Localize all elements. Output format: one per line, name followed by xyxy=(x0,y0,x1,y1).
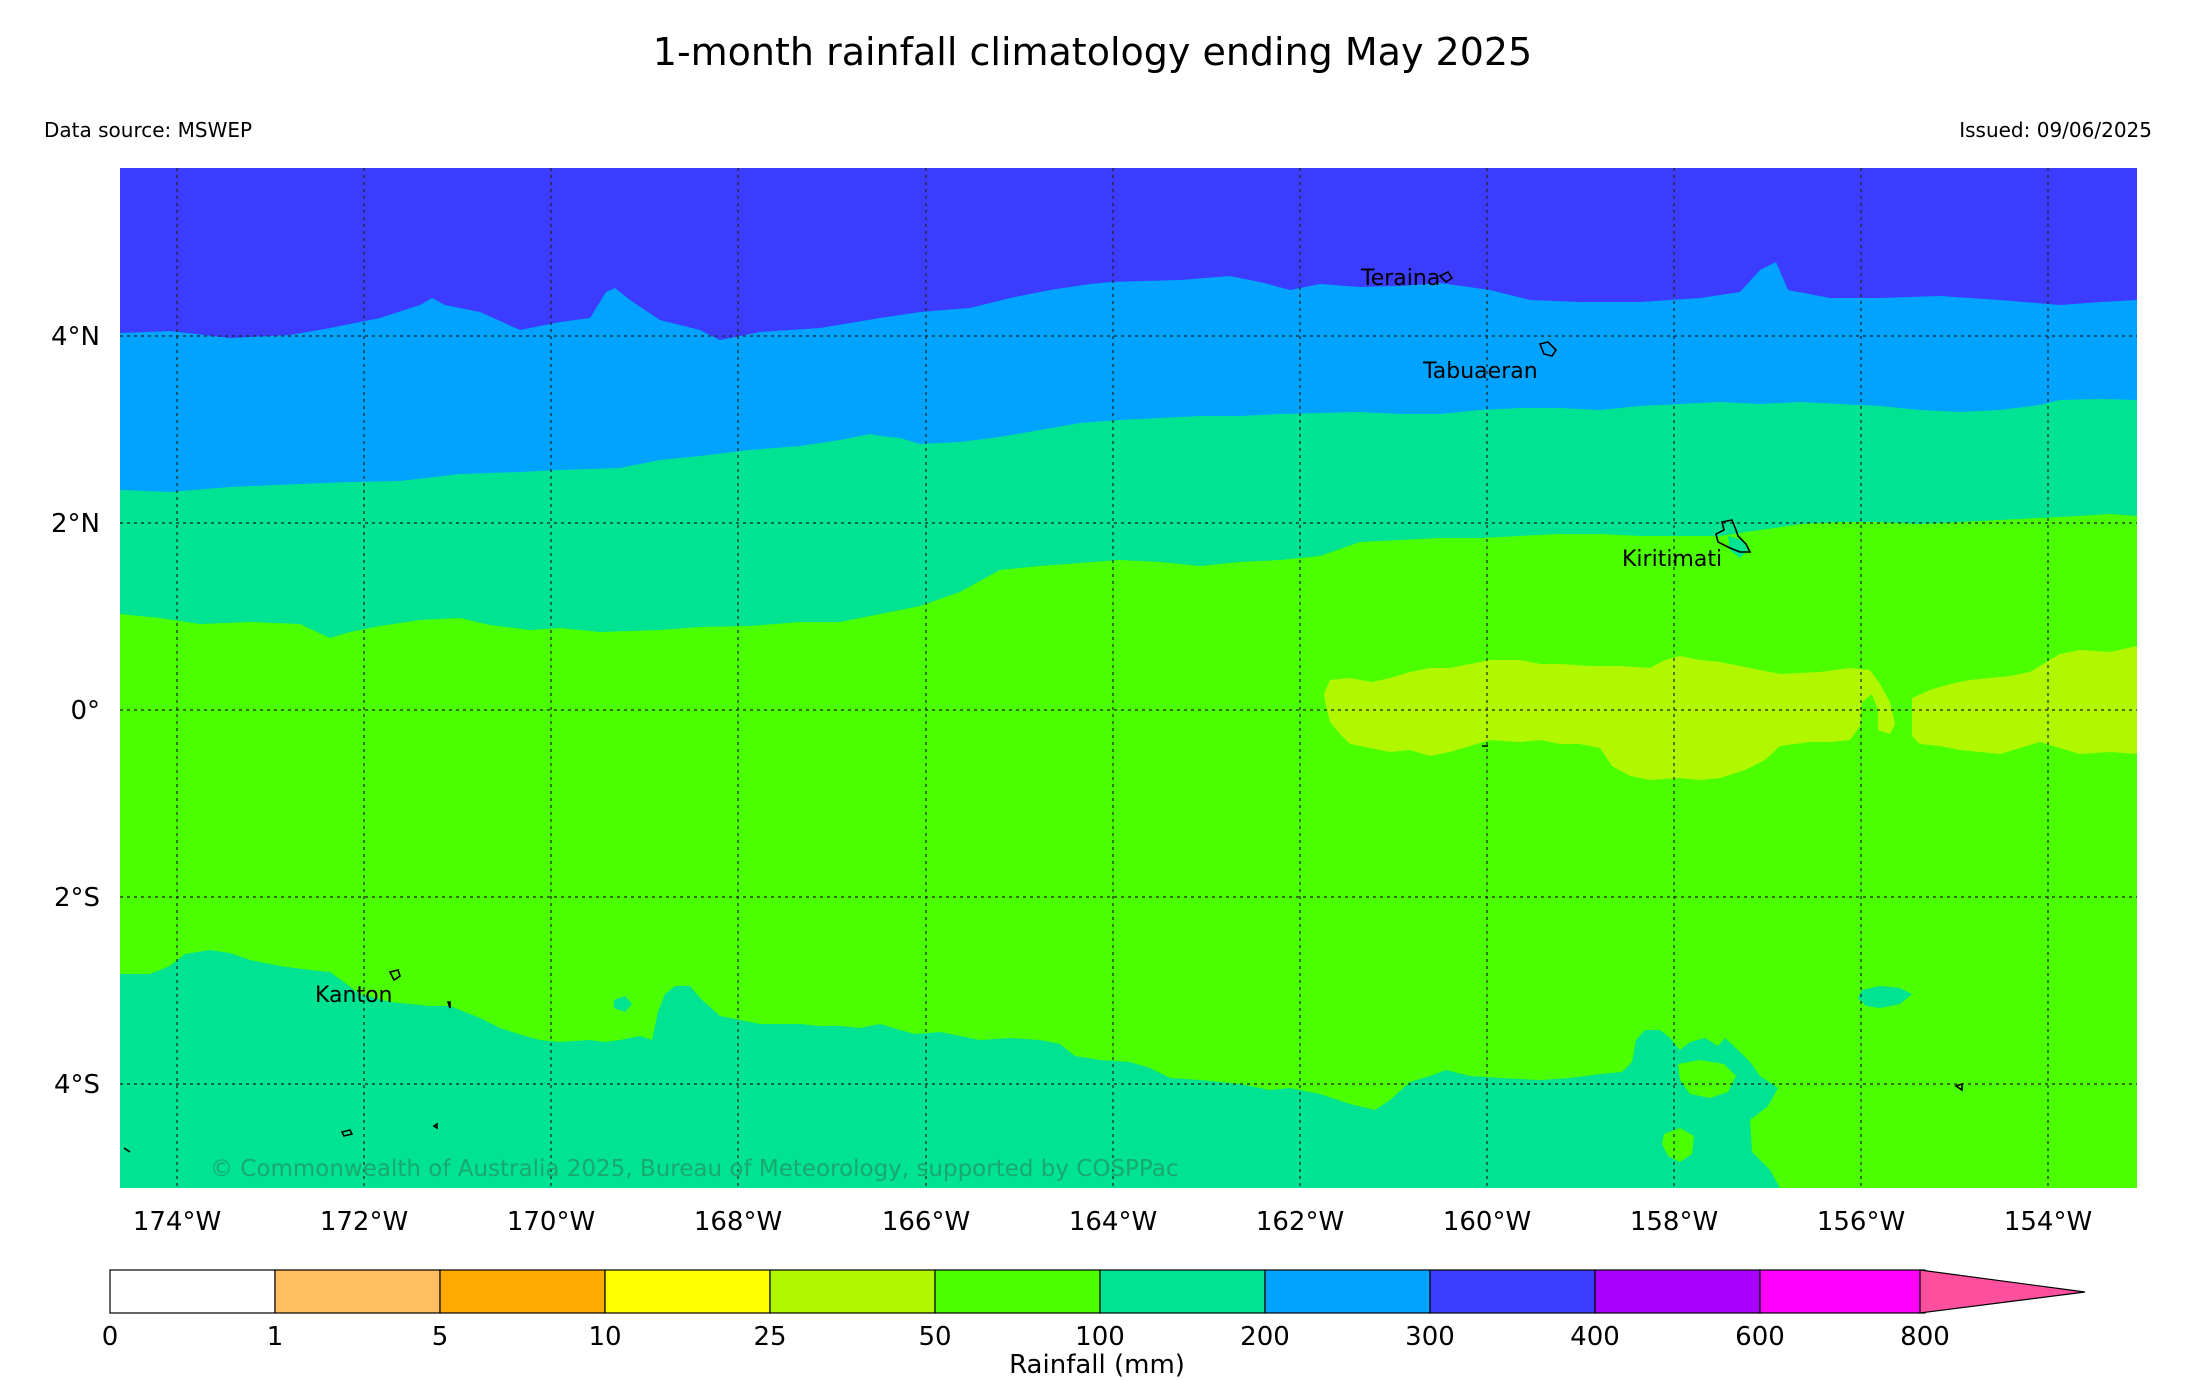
colorbar-swatch xyxy=(274,1269,441,1314)
colorbar-tick-label: 100 xyxy=(1075,1322,1125,1352)
colorbar-tick-label: 400 xyxy=(1570,1322,1620,1352)
longitude-labels: 174°W 172°W 170°W 168°W 166°W 164°W 162°… xyxy=(133,1207,2092,1237)
colorbar-tick-label: 0 xyxy=(102,1322,119,1352)
data-source-label: Data source: MSWEP xyxy=(44,118,253,142)
latitude-labels: 4°N 2°N 0° 2°S 4°S xyxy=(51,322,100,1100)
colorbar-tick-label: 25 xyxy=(753,1322,786,1352)
colorbar-swatch xyxy=(109,1269,276,1314)
colorbar-swatch xyxy=(1099,1269,1266,1314)
place-label-tabuaeran: Tabuaeran xyxy=(1422,359,1538,384)
lat-label: 2°S xyxy=(54,883,100,913)
lat-label: 4°N xyxy=(51,322,100,352)
colorbar-swatch xyxy=(1429,1269,1596,1314)
colorbar-swatch xyxy=(1759,1269,1926,1314)
colorbar-extend-arrow xyxy=(1919,1269,2086,1314)
colorbar-tick-label: 200 xyxy=(1240,1322,1290,1352)
small-island-2 xyxy=(1954,1082,1963,1092)
small-island-1 xyxy=(340,1129,354,1137)
map-title: 1-month rainfall climatology ending May … xyxy=(652,30,1533,74)
place-label-kiritimati: Kiritimati xyxy=(1622,547,1722,572)
map-area: Teraina Tabuaeran Kiritimati Kanton © Co… xyxy=(120,168,2137,1188)
rain-patch-100-200 xyxy=(1858,986,1912,1008)
lon-label: 154°W xyxy=(2004,1207,2092,1237)
colorbar-tick-label: 10 xyxy=(588,1322,621,1352)
lon-label: 172°W xyxy=(320,1207,408,1237)
colorbar-tick-label: 800 xyxy=(1900,1322,1950,1352)
lon-label: 164°W xyxy=(1069,1207,1157,1237)
lon-label: 166°W xyxy=(882,1207,970,1237)
colorbar-tick-label: 5 xyxy=(432,1322,449,1352)
small-island-3 xyxy=(432,1122,438,1130)
rain-zone-25-50 xyxy=(1324,656,1895,780)
lat-label: 4°S xyxy=(54,1070,100,1100)
lat-label: 0° xyxy=(70,696,100,726)
colorbar-swatch xyxy=(439,1269,606,1314)
issued-date-label: Issued: 09/06/2025 xyxy=(1959,118,2152,142)
lon-label: 174°W xyxy=(133,1207,221,1237)
lon-label: 160°W xyxy=(1443,1207,1531,1237)
colorbar-tick-label: 600 xyxy=(1735,1322,1785,1352)
teraina-island-outline xyxy=(1438,270,1454,284)
graticule xyxy=(120,168,2137,1188)
lat-label: 2°N xyxy=(51,509,100,539)
colorbar-swatch xyxy=(934,1269,1101,1314)
colorbar-tick-label: 1 xyxy=(267,1322,284,1352)
lon-label: 168°W xyxy=(694,1207,782,1237)
rain-patch-100-200-west xyxy=(614,996,632,1012)
colorbar-swatch xyxy=(769,1269,936,1314)
colorbar-label: Rainfall (mm) xyxy=(1009,1350,1185,1380)
small-island-4 xyxy=(446,1001,451,1009)
island-outlines xyxy=(123,270,1963,1153)
lon-label: 156°W xyxy=(1817,1207,1905,1237)
colorbar-tick-label: 50 xyxy=(918,1322,951,1352)
colorbar-swatch xyxy=(1264,1269,1431,1314)
kiritimati-island-outline xyxy=(1715,519,1752,553)
rain-patch-50-100-a xyxy=(1678,1060,1736,1098)
lon-label: 158°W xyxy=(1630,1207,1718,1237)
colorbar: 0 1 5 10 25 50 100 200 300 400 600 800 Rainfall (mm… xyxy=(102,1269,2086,1380)
place-label-teraina: Teraina xyxy=(1360,266,1440,291)
colorbar-tick-label: 300 xyxy=(1405,1322,1455,1352)
lon-label: 170°W xyxy=(507,1207,595,1237)
place-label-kanton: Kanton xyxy=(315,983,393,1008)
colorbar-swatch xyxy=(604,1269,771,1314)
colorbar-swatch xyxy=(1594,1269,1761,1314)
tabuaeran-island-outline xyxy=(1538,341,1558,357)
small-island-5 xyxy=(123,1147,131,1153)
copyright-notice: © Commonwealth of Australia 2025, Bureau… xyxy=(210,1156,1179,1182)
kanton-island-outline xyxy=(388,969,401,982)
lon-label: 162°W xyxy=(1256,1207,1344,1237)
rain-patch-50-100-b xyxy=(1662,1128,1694,1162)
rain-zone-25-50-east xyxy=(1912,646,2137,754)
